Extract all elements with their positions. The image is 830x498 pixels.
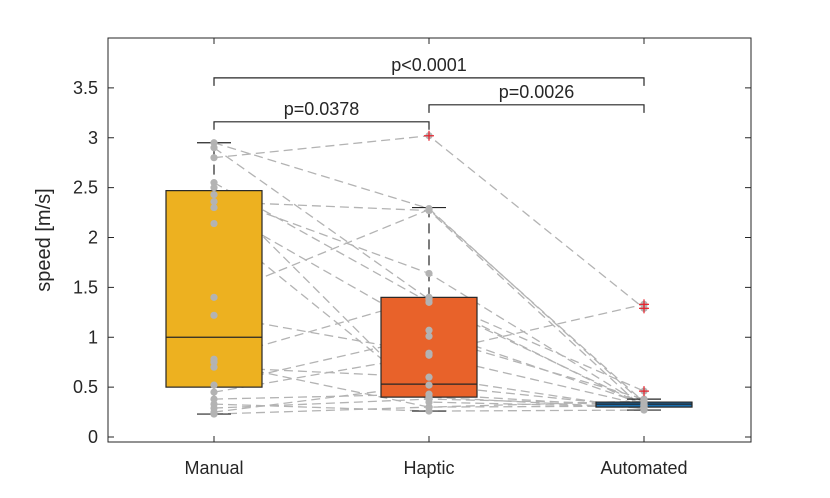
data-point [425, 298, 433, 306]
data-point [425, 269, 433, 278]
data-point [210, 139, 218, 147]
data-point [210, 219, 218, 228]
significance-bracket [213, 77, 645, 86]
data-point [210, 197, 218, 206]
y-tick-label: 2 [88, 228, 98, 248]
data-point [425, 390, 433, 398]
y-tick-label: 0.5 [73, 377, 98, 397]
data-point [425, 381, 433, 389]
paired-line [213, 223, 645, 409]
y-tick-label: 2.5 [73, 178, 98, 198]
data-point [425, 205, 433, 214]
data-point [210, 363, 218, 371]
y-tick-label: 1.5 [73, 277, 98, 297]
data-point [210, 381, 218, 389]
data-points [210, 132, 648, 418]
data-point [640, 397, 648, 405]
paired-line [213, 187, 645, 408]
significance-label: p=0.0026 [499, 82, 575, 102]
data-point [425, 403, 433, 411]
paired-line [213, 207, 645, 405]
data-point [210, 311, 218, 319]
significance-bracket [213, 121, 430, 130]
y-tick-label: 1 [88, 327, 98, 347]
y-axis-label: speed [m/s] [33, 188, 55, 291]
paired-line [213, 361, 645, 408]
x-tick-label: Haptic [403, 458, 454, 478]
data-point [210, 358, 218, 366]
data-point [210, 388, 218, 396]
axes: 0 0.5 1 1.5 2 2.5 3 3.5 Manual Haptic Automated [73, 38, 751, 478]
data-point [425, 351, 433, 359]
paired-line [213, 335, 645, 400]
data-point [425, 326, 433, 334]
data-point [425, 332, 433, 340]
outliers [424, 130, 649, 397]
data-point [425, 293, 433, 301]
significance-label: p<0.0001 [391, 55, 467, 75]
data-point [210, 203, 218, 212]
x-tick-label: Manual [184, 458, 243, 478]
data-point [210, 410, 218, 418]
y-tick-label: 3 [88, 128, 98, 148]
data-point [210, 395, 218, 403]
data-point [210, 154, 218, 162]
y-tick-label: 0 [88, 427, 98, 447]
data-point [640, 403, 648, 411]
data-point [210, 293, 218, 301]
data-point [210, 184, 218, 192]
significance-brackets: p=0.0378 p=0.0026 p<0.0001 [213, 55, 645, 130]
significance-bracket [428, 104, 645, 113]
y-tick-label: 3.5 [73, 78, 98, 98]
data-point [210, 144, 218, 152]
data-point [425, 395, 433, 403]
x-tick-label: Automated [600, 458, 687, 478]
data-point [210, 179, 218, 187]
data-point [425, 373, 433, 381]
significance-label: p=0.0378 [284, 99, 360, 119]
paired-line [213, 296, 645, 392]
data-point [210, 191, 218, 199]
paired-line [213, 147, 645, 408]
